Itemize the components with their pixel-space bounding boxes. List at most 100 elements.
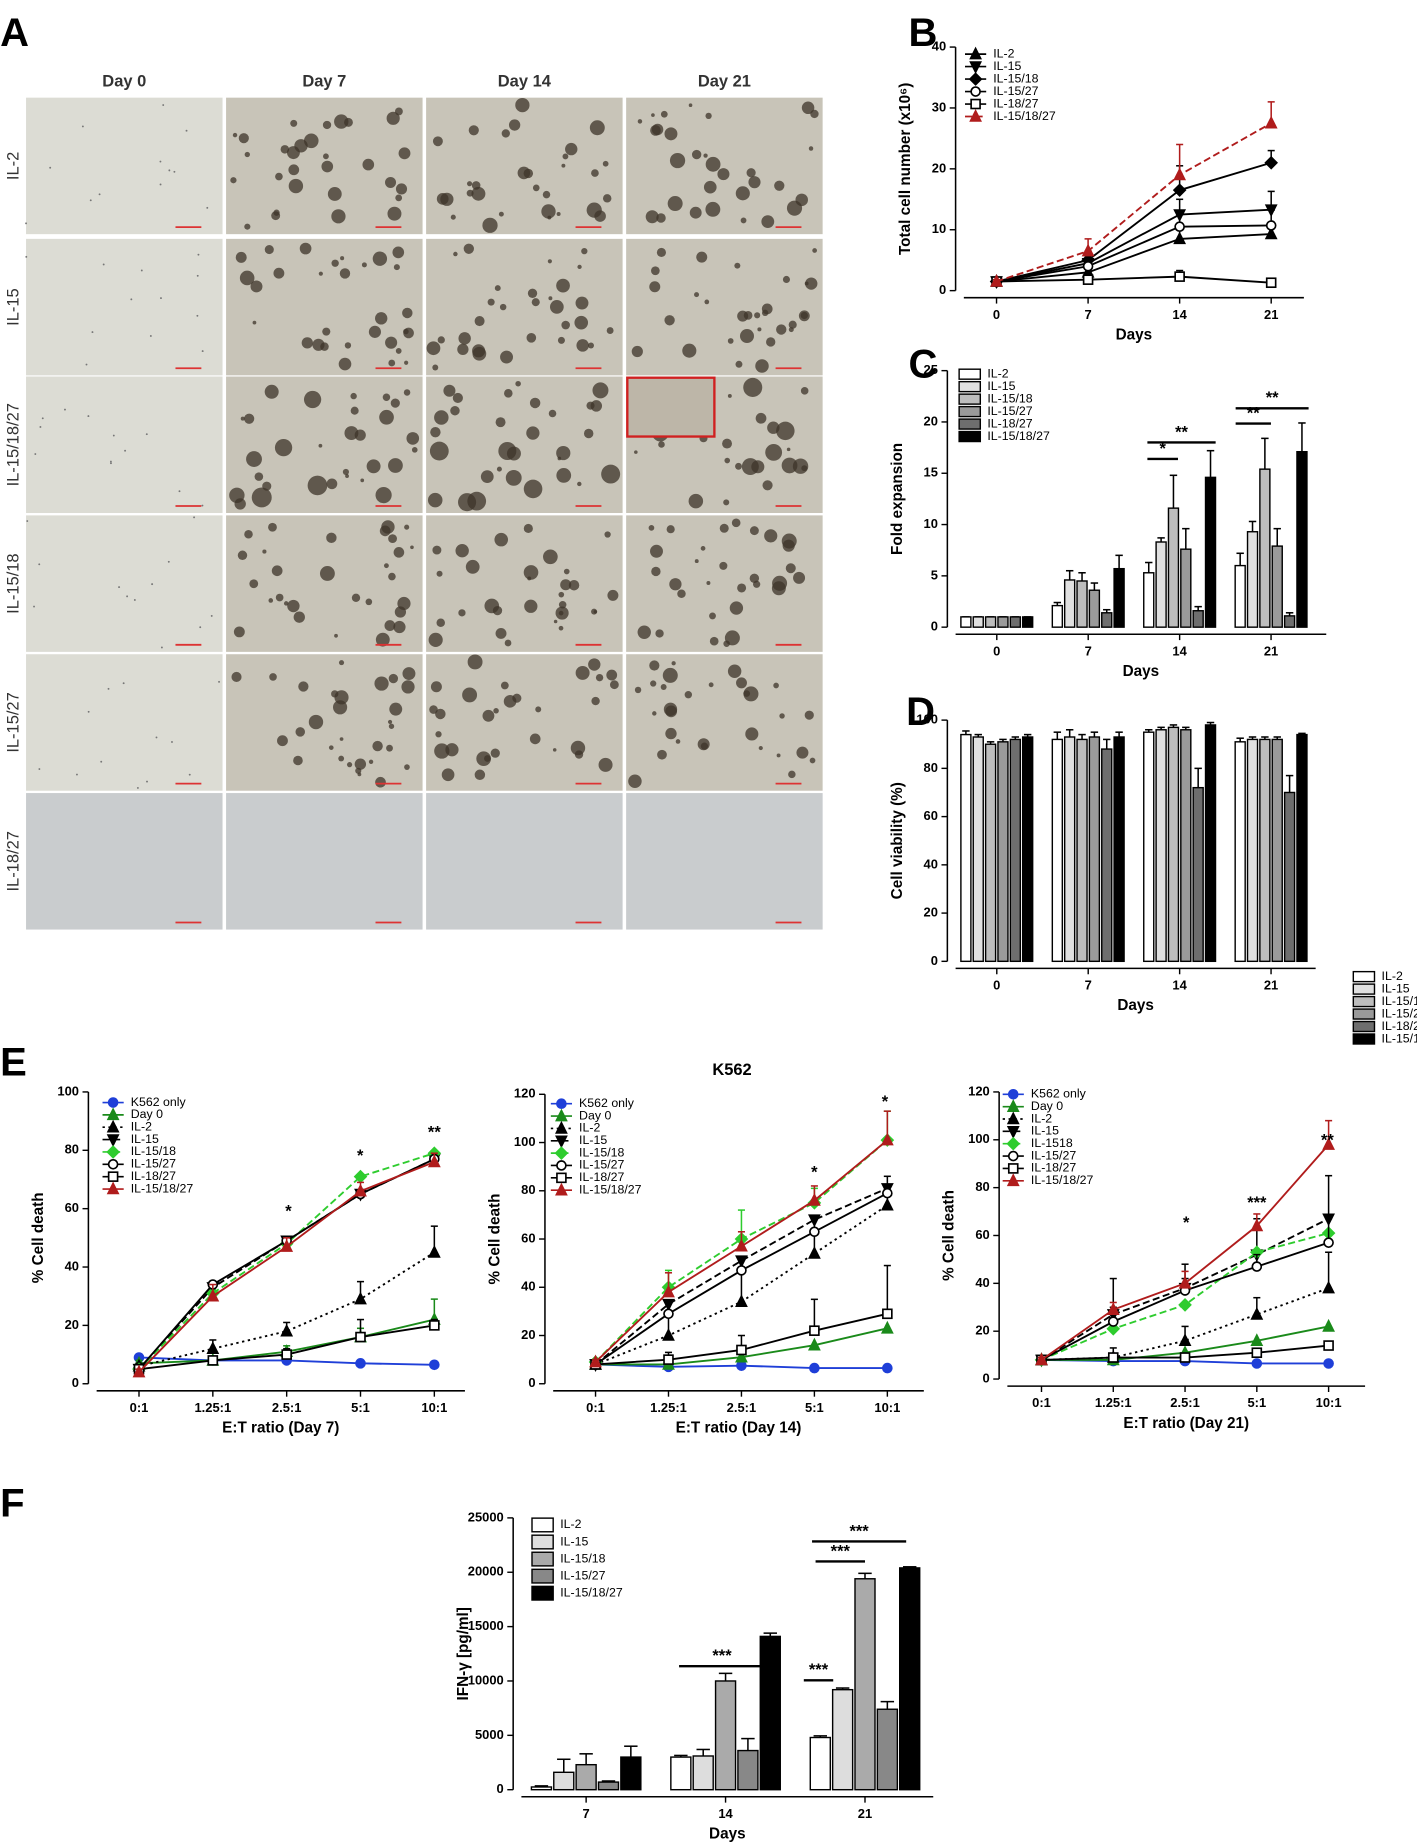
x-tick-label: 10:1 [1316, 1395, 1342, 1410]
significance: *** [831, 1542, 851, 1560]
bar [670, 1756, 692, 1791]
colony [743, 686, 759, 702]
series-line [996, 208, 1272, 283]
error-bar [1298, 422, 1306, 452]
micrograph [226, 793, 423, 930]
colony [504, 389, 513, 398]
y-axis-label: Total cell number (x10⁶) [897, 83, 914, 255]
legend-marker [555, 1135, 568, 1149]
colony [351, 593, 361, 602]
bar [854, 1578, 876, 1791]
legend-label: IL-15/27 [1031, 1148, 1076, 1162]
colony [338, 660, 345, 666]
colony [757, 327, 762, 332]
speck [34, 453, 37, 455]
legend-label: IL-18/27 [1031, 1161, 1076, 1175]
colony [466, 189, 474, 197]
colony [295, 727, 306, 737]
speck [25, 255, 28, 258]
colony [515, 380, 521, 387]
colony [229, 487, 245, 503]
colony [280, 145, 290, 154]
colony [688, 493, 704, 509]
speck [201, 504, 204, 507]
legend-swatch [531, 1517, 554, 1533]
speck [41, 417, 44, 420]
colony [557, 456, 562, 461]
colony [665, 705, 678, 718]
speck [159, 183, 162, 186]
colony [667, 196, 683, 212]
legend-marker [1006, 1173, 1020, 1187]
bar [1088, 736, 1101, 963]
x-tick-label: 21 [1264, 307, 1278, 322]
bar [1192, 786, 1204, 963]
colony [574, 315, 589, 330]
colony [556, 212, 561, 216]
bar [1063, 736, 1076, 963]
colony [781, 533, 797, 549]
colony [677, 589, 686, 598]
colony [346, 762, 353, 768]
y-axis-label: IFN-γ [pg/ml] [455, 1607, 472, 1700]
significance: * [1159, 440, 1166, 458]
y-tick-label: 40 [65, 1258, 79, 1273]
colony [458, 609, 466, 617]
data-point [427, 1154, 441, 1168]
colony [403, 389, 411, 396]
legend-marker [106, 1107, 120, 1121]
legend-marker [1006, 1136, 1021, 1151]
colony [755, 412, 767, 424]
colony [303, 133, 319, 149]
legend-marker [1006, 1099, 1020, 1112]
legend-marker [107, 1171, 119, 1182]
speck [122, 682, 125, 685]
error-bar [624, 1745, 638, 1758]
x-tick-label: 5:1 [805, 1400, 824, 1415]
colony [561, 320, 570, 330]
colony [388, 458, 403, 473]
bar [1180, 548, 1192, 628]
colony [704, 299, 710, 305]
legend-label: K562 only [131, 1095, 187, 1109]
colony [788, 327, 794, 333]
legend-label: IL-15/18 [560, 1551, 605, 1565]
colony [548, 409, 557, 418]
speck [25, 222, 27, 225]
y-tick-label: 20 [924, 905, 938, 920]
significance: ** [428, 1123, 441, 1141]
colony [526, 333, 537, 343]
legend-label: Day 0 [1031, 1099, 1063, 1113]
colony [731, 518, 741, 528]
colony [436, 570, 443, 577]
bar [1143, 731, 1155, 963]
speck [149, 335, 152, 337]
speck [199, 626, 202, 629]
colony [753, 580, 761, 588]
colony [547, 259, 552, 264]
x-tick-label: 0:1 [130, 1400, 149, 1415]
colony [771, 581, 786, 596]
legend-swatch [1352, 995, 1376, 1008]
error-bar [1285, 774, 1294, 793]
colony [548, 296, 553, 301]
row-label: IL-15/18/27 [5, 403, 23, 486]
colony [719, 523, 729, 533]
micrograph [26, 376, 223, 514]
colony [524, 599, 538, 613]
data-point [1265, 220, 1277, 231]
legend-marker [1007, 1150, 1019, 1162]
colony [689, 206, 702, 219]
colony [395, 348, 402, 354]
y-tick-label: 80 [521, 1182, 535, 1197]
error-bar [1261, 437, 1269, 470]
colony [468, 125, 479, 136]
colony [235, 251, 247, 263]
x-tick-label: 7 [583, 1806, 590, 1821]
bar [1113, 736, 1125, 963]
data-point [735, 1238, 748, 1252]
colony [648, 525, 655, 531]
y-tick-label: 60 [65, 1200, 79, 1215]
y-tick-label: 100 [514, 1134, 536, 1149]
data-point [1264, 115, 1278, 129]
